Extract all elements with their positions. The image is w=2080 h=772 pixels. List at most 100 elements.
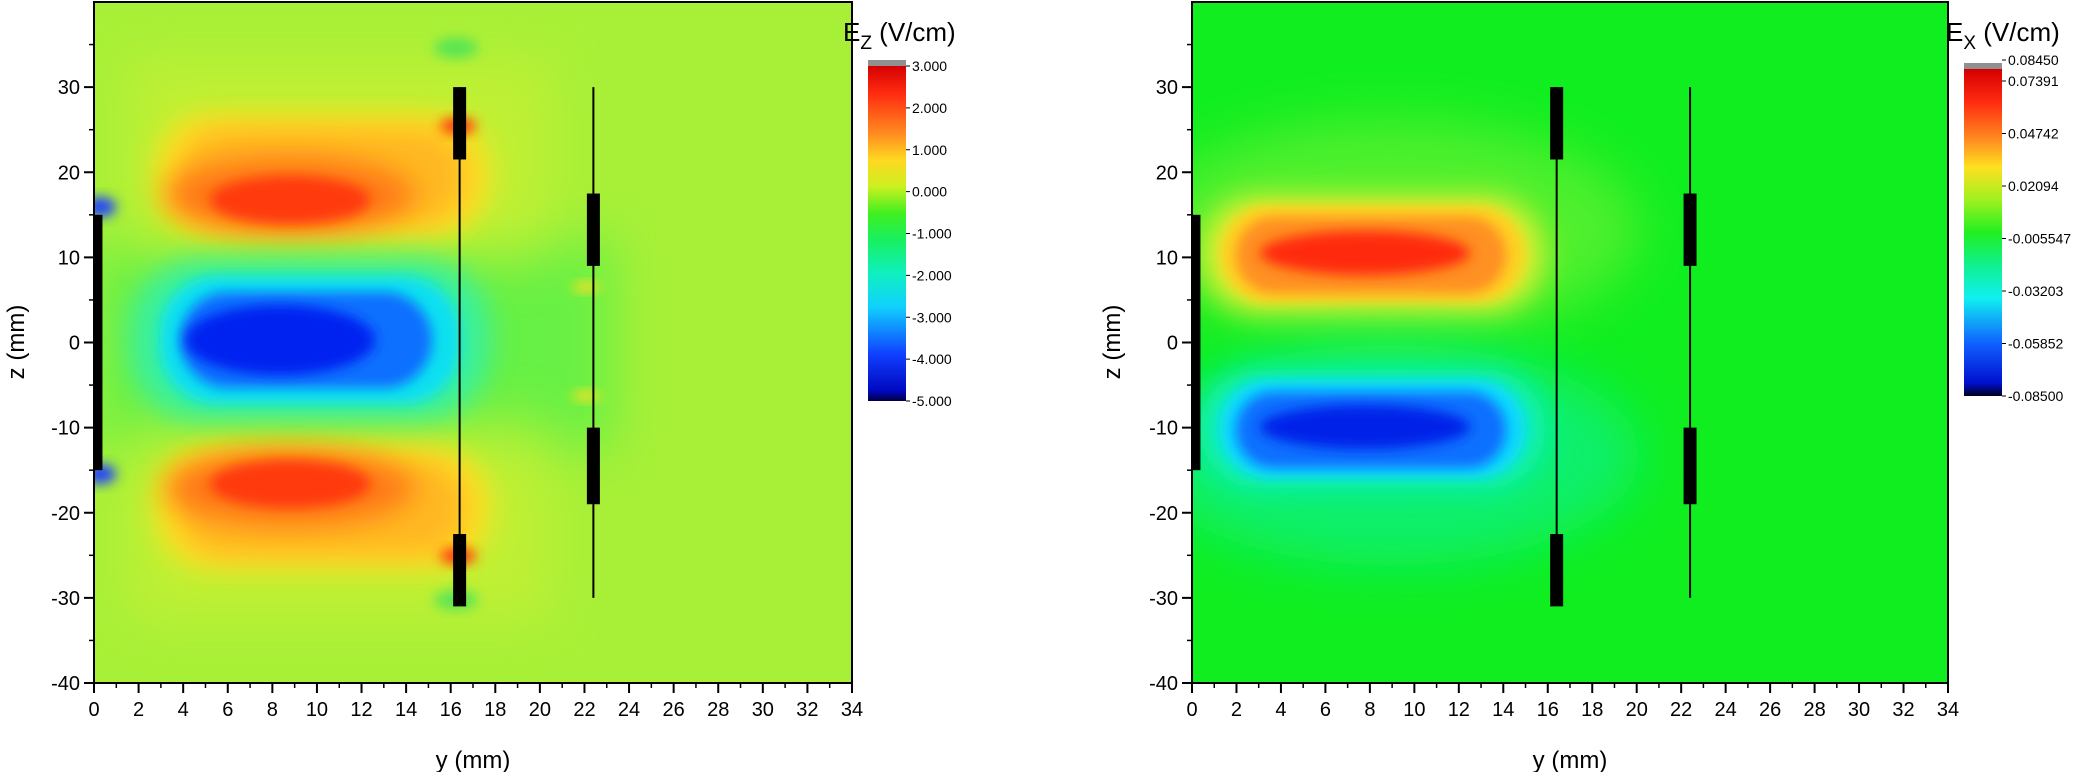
ez-upper-positive-lobe [155, 115, 490, 235]
ez-x-tick-label: 30 [752, 699, 774, 721]
ez-x-tick-label: 24 [618, 699, 640, 721]
ex-x-tick-label: 26 [1759, 699, 1781, 721]
ex-colorbar-bar [1964, 69, 2002, 396]
ez-wire-1-block [453, 534, 467, 607]
ex-x-tick-label: 24 [1715, 699, 1737, 721]
ex-colorbar-tick-label: 0.08450 [2008, 52, 2059, 68]
ez-y-axis: -40 -30 -20 -10 0 10 20 30 [51, 43, 94, 695]
ex-colorbar-title-unit: (V/cm) [1976, 17, 2060, 47]
ex-colorbar-tick-label: 0.02094 [2008, 178, 2059, 194]
ez-x-tick-label: 34 [841, 699, 863, 721]
ez-x-tick-label: 18 [484, 699, 506, 721]
ez-upper-edge-spot [94, 197, 116, 217]
ez-y-tick-label: 10 [58, 247, 80, 269]
ez-x-tick-label: 14 [395, 699, 417, 721]
ez-colorbar-tick-label: -5.000 [912, 393, 952, 409]
ez-x-tick-label: 28 [707, 699, 729, 721]
ex-x-tick-label: 16 [1537, 699, 1559, 721]
ez-y-tick-label: -40 [51, 673, 80, 695]
ez-colorbar-tick-label: -3.000 [912, 309, 952, 325]
ex-colorbar-tick-label: -0.08500 [2008, 388, 2063, 404]
ex-y-tick-label: 30 [1156, 77, 1178, 99]
ex-colorbar-tick-label: -0.05852 [2008, 336, 2063, 352]
ex-x-tick-label: 28 [1803, 699, 1825, 721]
ez-left-plate [94, 214, 103, 471]
ex-colorbar-title-main: E [1946, 17, 1963, 47]
ex-y-tick-label: -30 [1149, 588, 1178, 610]
ex-left-plate [1192, 214, 1201, 471]
ex-x-tick-label: 30 [1848, 699, 1870, 721]
ex-colorbar: EX (V/cm) 0.08450 0.07391 0.04742 0.02094 -0… [1946, 17, 2071, 404]
ez-colorbar-tick-label: -1.000 [912, 226, 952, 242]
ez-colorbar-tick-label: 3.000 [912, 58, 947, 74]
ez-panel: 0 2 4 6 8 10 12 14 16 18 20 22 24 26 28 30 32 34 -40-30-2… [3, 1, 956, 772]
ez-x-tick-label: 16 [440, 699, 462, 721]
ez-x-tick-label: 32 [796, 699, 818, 721]
ex-lower-negative-lobe [1192, 345, 1640, 565]
ez-wire-2-block [586, 193, 600, 266]
ex-panel: 0 2 4 6 8 10 12 14 16 18 20 22 24 26 28 30 32 34 -40-30-2… [1099, 1, 2071, 772]
ex-electrode-structures [1192, 87, 1697, 607]
ex-colorbar-tick-label: -0.03203 [2008, 283, 2063, 299]
ez-colorbar-tick-label: -2.000 [912, 267, 952, 283]
ex-colorbar-title: EX (V/cm) [1946, 17, 2060, 54]
ex-x-tick-label: 6 [1320, 699, 1331, 721]
ez-x-axis-label: y (mm) [436, 747, 511, 772]
ex-y-tick-label: 0 [1167, 333, 1178, 355]
ez-field-map [94, 2, 852, 683]
ex-x-axis: 0 2 4 6 8 10 12 14 16 18 20 22 24 26 28 30 32 34 [1186, 683, 1959, 721]
ez-y-tick-label: 20 [58, 162, 80, 184]
ez-colorbar-tick-label: 0.000 [912, 184, 947, 200]
ez-central-negative-lobe [130, 260, 490, 420]
ex-x-tick-label: 34 [1937, 699, 1959, 721]
ex-x-tick-label: 10 [1403, 699, 1425, 721]
ez-wire-1-block [453, 87, 467, 160]
ex-y-tick-label: 10 [1156, 247, 1178, 269]
ex-y-tick-label: 20 [1156, 162, 1178, 184]
ez-y-tick-label: -10 [51, 418, 80, 440]
ez-x-tick-label: 0 [88, 699, 99, 721]
ex-upper-positive-lobe [1192, 120, 1640, 340]
ex-x-axis-label: y (mm) [1533, 747, 1608, 772]
ex-x-tick-label: 20 [1626, 699, 1648, 721]
ez-wire-2-block [586, 427, 600, 505]
ez-x-tick-label: 12 [350, 699, 372, 721]
ez-colorbar-tick-label: 2.000 [912, 100, 947, 116]
ex-colorbar-ticks: 0.08450 0.07391 0.04742 0.02094 -0.005547 -0.… [2002, 52, 2071, 404]
ez-x-tick-label: 8 [267, 699, 278, 721]
ex-colorbar-tick-label: 0.07391 [2008, 73, 2059, 89]
ex-y-axis-label: z (mm) [1099, 305, 1126, 380]
ez-x-tick-label: 26 [663, 699, 685, 721]
ez-x-tick-label: 22 [573, 699, 595, 721]
ez-lower-positive-lobe [155, 448, 490, 568]
ex-y-tick-label: -10 [1149, 418, 1178, 440]
ex-y-tick-label: -20 [1149, 503, 1178, 525]
ez-colorbar-tick-label: -4.000 [912, 351, 952, 367]
ez-colorbar-title-main: E [843, 17, 860, 47]
ez-colorbar-title-unit: (V/cm) [872, 17, 956, 47]
ez-colorbar-bar [868, 66, 906, 401]
ex-colorbar-title-sub: X [1963, 33, 1976, 54]
ez-electrode-structures [94, 87, 600, 607]
ex-y-axis: -40 -30 -20 -10 0 10 20 30 [1149, 43, 1192, 695]
ex-x-tick-label: 12 [1448, 699, 1470, 721]
ex-wire-1-block [1550, 534, 1564, 607]
ex-x-tick-label: 14 [1492, 699, 1514, 721]
ex-colorbar-tick-label: 0.04742 [2008, 126, 2059, 142]
ex-x-tick-label: 32 [1892, 699, 1914, 721]
ez-colorbar-ticks: 3.000 2.000 1.000 0.000 -1.000 -2.000 -3.000 -4… [906, 58, 952, 409]
ez-x-axis: 0 2 4 6 8 10 12 14 16 18 20 22 24 26 28 30 32 34 [88, 683, 863, 721]
ez-y-tick-label: -20 [51, 503, 80, 525]
ex-x-tick-label: 0 [1186, 699, 1197, 721]
ez-y-tick-label: 30 [58, 77, 80, 99]
ez-x-tick-label: 20 [529, 699, 551, 721]
ex-wire-2-block [1683, 427, 1697, 505]
ez-x-tick-label: 10 [306, 699, 328, 721]
ex-x-tick-label: 4 [1275, 699, 1286, 721]
ex-field-map [1192, 2, 1948, 683]
ex-x-tick-label: 8 [1364, 699, 1375, 721]
ez-y-tick-label: -30 [51, 588, 80, 610]
ex-x-tick-label: 18 [1581, 699, 1603, 721]
ez-y-axis-label: z (mm) [3, 305, 30, 380]
